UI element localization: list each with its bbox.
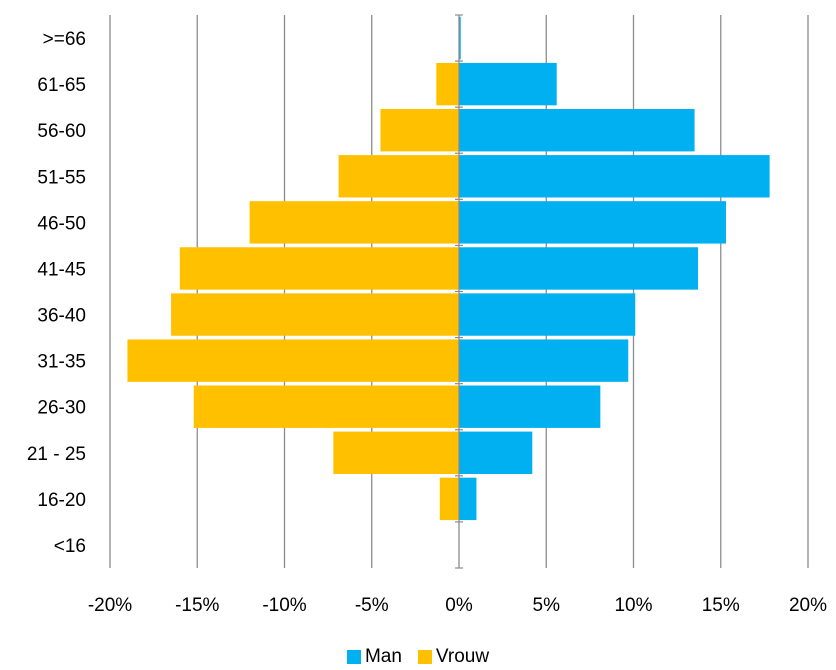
x-tick-label: -10% bbox=[262, 595, 306, 616]
x-tick-label: 15% bbox=[702, 595, 740, 616]
bar-man-3 bbox=[459, 385, 601, 428]
x-tick-label: 10% bbox=[614, 595, 652, 616]
bar-man-10 bbox=[459, 62, 557, 106]
y-tick-labels: <16 16-20 21 - 25 26-30 31-35 36-40 41-45 46-50… bbox=[27, 29, 86, 557]
x-tick-label: 20% bbox=[789, 595, 827, 616]
bar-man-1 bbox=[459, 477, 477, 521]
y-tick-label: >=66 bbox=[43, 29, 86, 50]
bar-vrouw-2 bbox=[333, 431, 459, 474]
legend: Man Vrouw bbox=[0, 646, 836, 668]
bar-vrouw-8 bbox=[338, 155, 459, 198]
bar-man-4 bbox=[459, 339, 629, 382]
bar-man-2 bbox=[459, 431, 533, 474]
bar-man-5 bbox=[459, 293, 636, 336]
legend-label-man: Man bbox=[364, 646, 402, 667]
x-tick-labels: -20% -15% -10% -5% 0% 5% 10% 15% 20% bbox=[88, 595, 827, 616]
zero-axis bbox=[455, 14, 463, 569]
legend-swatch-man bbox=[346, 650, 361, 664]
x-tick-label: 5% bbox=[533, 595, 561, 616]
bar-man-9 bbox=[459, 109, 695, 152]
x-tick-label: -5% bbox=[355, 595, 389, 616]
bar-man-6 bbox=[459, 247, 699, 290]
bar-man-11 bbox=[459, 16, 461, 60]
x-tick-label: -15% bbox=[175, 595, 219, 616]
y-tick-label: 51-55 bbox=[37, 167, 86, 188]
y-tick-label: 36-40 bbox=[37, 306, 86, 327]
y-tick-label: 61-65 bbox=[37, 75, 86, 96]
y-tick-label: 21 - 25 bbox=[27, 444, 86, 465]
y-tick-label: 16-20 bbox=[37, 490, 86, 511]
legend-swatch-vrouw bbox=[417, 650, 432, 664]
legend-item-man: Man bbox=[346, 646, 402, 668]
gridlines bbox=[109, 15, 809, 568]
y-tick-label: 41-45 bbox=[37, 259, 86, 280]
y-tick-label: 26-30 bbox=[37, 398, 86, 419]
legend-label-vrouw: Vrouw bbox=[435, 646, 490, 667]
bars bbox=[127, 16, 770, 521]
x-tick-label: 0% bbox=[445, 595, 473, 616]
bar-vrouw-4 bbox=[127, 339, 459, 382]
y-tick-label: <16 bbox=[54, 536, 86, 557]
bar-vrouw-10 bbox=[436, 62, 459, 106]
y-tick-label: 46-50 bbox=[37, 213, 86, 234]
bar-vrouw-6 bbox=[179, 247, 460, 290]
bar-vrouw-9 bbox=[380, 109, 459, 152]
y-tick-label: 31-35 bbox=[37, 352, 86, 373]
bar-vrouw-3 bbox=[193, 385, 459, 428]
bar-vrouw-1 bbox=[439, 477, 459, 521]
x-tick-label: -20% bbox=[88, 595, 132, 616]
bar-vrouw-5 bbox=[171, 293, 459, 336]
bar-man-7 bbox=[459, 201, 726, 244]
legend-item-vrouw: Vrouw bbox=[417, 646, 490, 668]
bar-vrouw-7 bbox=[249, 201, 459, 244]
y-tick-label: 56-60 bbox=[37, 121, 86, 142]
bar-man-8 bbox=[459, 155, 770, 198]
